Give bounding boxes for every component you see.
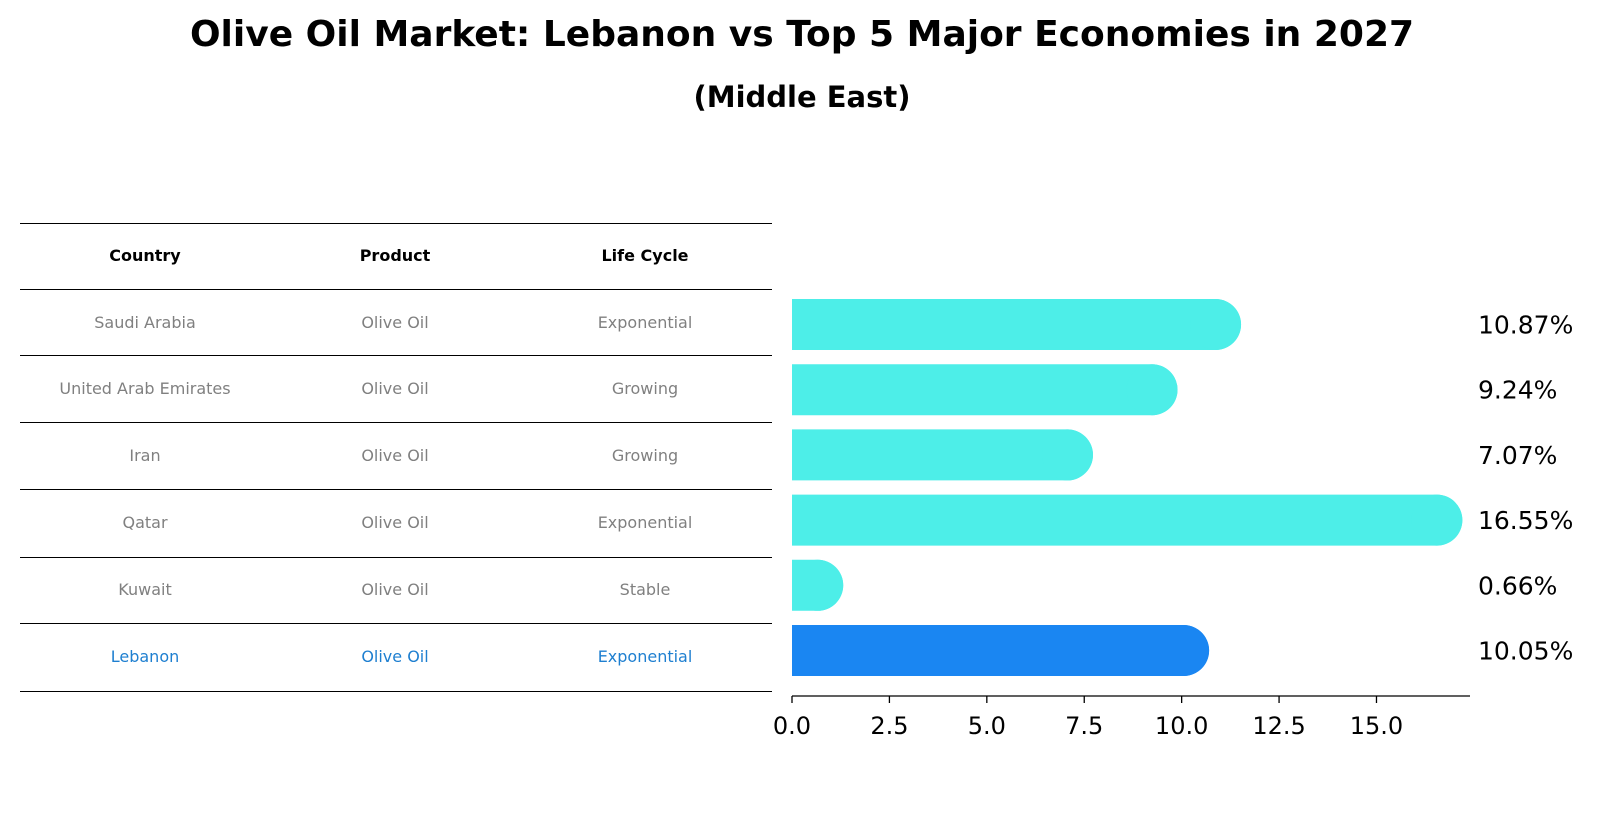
value-label: 16.55% [1478,506,1573,535]
table-cell-country-highlight: Lebanon [110,647,180,666]
table-cell-life-cycle: Growing [611,446,679,465]
table-cell-country: Kuwait [118,580,172,599]
x-tick-label: 7.5 [1065,712,1103,740]
table-rule [20,223,772,224]
column-header-country: Country [109,246,181,265]
table-cell-product: Olive Oil [361,513,429,532]
table-cell-product: Olive Oil [361,580,429,599]
table-rule [20,422,772,423]
table-cell-country: Saudi Arabia [94,313,196,332]
value-label: 10.05% [1478,637,1573,666]
bar-highlight [792,625,1210,676]
x-tick-label: 0.0 [773,712,811,740]
x-tick-label: 10.0 [1155,712,1208,740]
table-cell-life-cycle: Exponential [597,513,693,532]
table-cell-product-highlight: Olive Oil [361,647,429,666]
bar-cap [1126,364,1178,416]
x-tick-label: 2.5 [870,712,908,740]
x-tick-label: 15.0 [1350,712,1403,740]
column-header-product: Product [359,246,431,265]
bar-cap [1411,494,1463,546]
bar [792,429,1093,481]
x-tick-label: 5.0 [968,712,1006,740]
table-cell-country: Iran [129,446,161,465]
bar-cap [1158,625,1210,676]
table-cell-life-cycle: Stable [619,580,671,599]
bar [792,299,1242,350]
table-rule [20,355,772,356]
chart-title: Olive Oil Market: Lebanon vs Top 5 Major… [189,14,1415,55]
table-rule [20,557,772,558]
bar [792,494,1463,546]
value-label: 0.66% [1478,571,1557,600]
bar-cap [1190,299,1242,350]
bar-cap [1041,429,1093,481]
table-cell-life-cycle-highlight: Exponential [597,647,693,666]
table-rule [20,289,772,290]
x-tick-label: 12.5 [1252,712,1305,740]
table-rule [20,489,772,490]
table-cell-product: Olive Oil [361,446,429,465]
table-cell-country: United Arab Emirates [59,379,231,398]
table-cell-product: Olive Oil [361,313,429,332]
table-cell-product: Olive Oil [361,379,429,398]
value-label: 7.07% [1478,441,1557,470]
chart-subtitle: (Middle East) [693,80,911,114]
table-rule [20,691,772,692]
column-header-life-cycle: Life Cycle [601,246,689,265]
table-rule [20,623,772,624]
table-cell-life-cycle: Growing [611,379,679,398]
table-cell-life-cycle: Exponential [597,313,693,332]
bar [792,364,1178,416]
value-label: 10.87% [1478,311,1573,340]
table-cell-country: Qatar [122,513,168,532]
value-label: 9.24% [1478,376,1557,405]
bar-cap [792,559,844,611]
